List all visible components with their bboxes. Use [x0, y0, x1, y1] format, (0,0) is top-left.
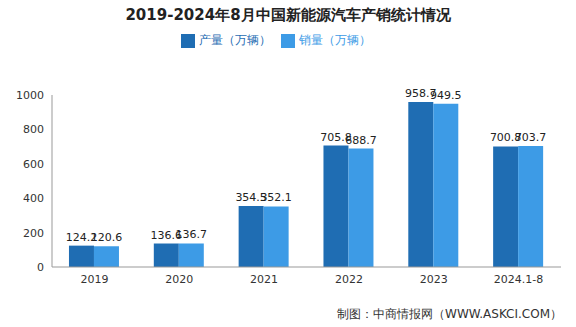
svg-text:120.6: 120.6: [91, 231, 123, 244]
svg-text:2020: 2020: [165, 273, 193, 286]
html-text:2019-2024年8月中国新能源汽车产销统计情况: 2019-2024年8月中国新能源汽车产销统计情况: [125, 6, 451, 24]
svg-text:1000: 1000: [16, 89, 44, 102]
html-text:制图：中商情报网（WWW.ASKCI.COM）: 制图：中商情报网（WWW.ASKCI.COM）: [337, 307, 562, 321]
svg-text:124.2: 124.2: [65, 230, 98, 244]
svg-text:2024.1-8: 2024.1-8: [494, 273, 543, 286]
svg-text:2019: 2019: [80, 273, 108, 286]
svg-text:2022: 2022: [335, 273, 363, 286]
html-text:销量（万辆）: 销量（万辆）: [298, 33, 371, 47]
svg-text:700.8: 700.8: [489, 131, 522, 145]
svg-text:400: 400: [23, 192, 44, 205]
html-text:产量（万辆）: 产量（万辆）: [198, 33, 271, 47]
svg-text:688.7: 688.7: [345, 134, 377, 147]
svg-text:352.1: 352.1: [260, 191, 292, 204]
svg-text:703.7: 703.7: [515, 131, 547, 144]
svg-text:354.5: 354.5: [235, 191, 267, 204]
svg-text:958.7: 958.7: [405, 87, 437, 101]
svg-text:136.7: 136.7: [176, 228, 208, 241]
svg-text:949.5: 949.5: [430, 89, 462, 102]
svg-text:200: 200: [23, 227, 44, 240]
svg-text:600: 600: [23, 158, 44, 171]
svg-text:2023: 2023: [420, 273, 448, 286]
svg-text:0: 0: [37, 261, 44, 274]
svg-text:2021: 2021: [250, 273, 278, 286]
svg-text:136.6: 136.6: [150, 228, 183, 242]
svg-text:705.8: 705.8: [320, 130, 352, 144]
svg-text:800: 800: [23, 123, 44, 136]
